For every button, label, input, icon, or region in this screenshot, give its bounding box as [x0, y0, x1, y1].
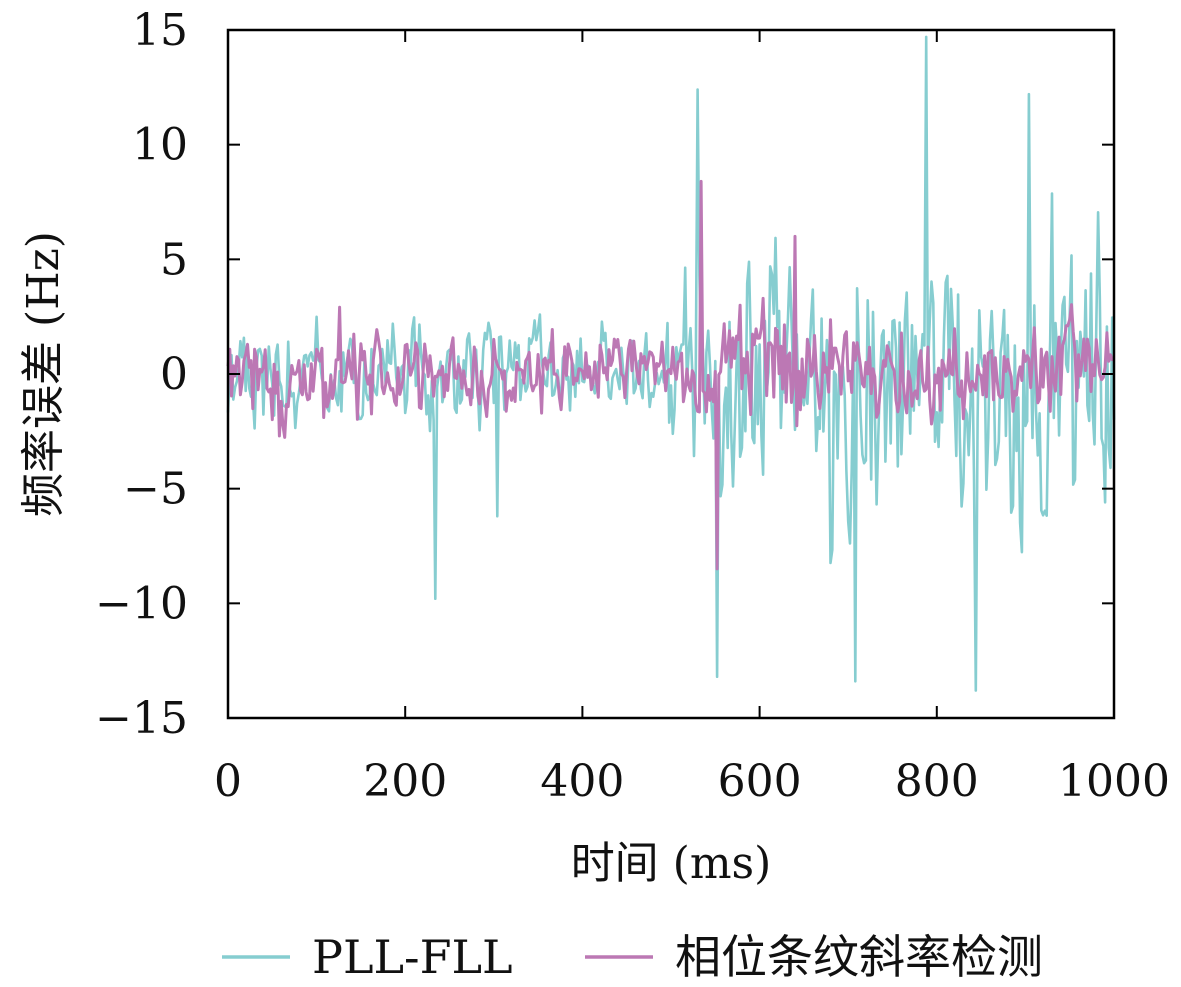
x-tick-label: 200 — [363, 756, 447, 807]
series-layer — [226, 35, 1116, 692]
legend-label: PLL-FLL — [312, 930, 513, 984]
x-tick-label: 600 — [718, 756, 802, 807]
x-tick-label: 0 — [214, 756, 242, 807]
series-line-pll-fll — [226, 35, 1116, 692]
y-axis-label: 频率误差 (Hz) — [18, 231, 69, 517]
x-axis-label: 时间 (ms) — [571, 838, 772, 889]
ticks-layer: 0 200 400 600 800 1000 −15 −10 −5 0 5 10 15 — [95, 5, 1170, 807]
y-tick-label: 10 — [132, 120, 188, 171]
y-tick-label: 5 — [160, 234, 188, 285]
y-tick-label: 15 — [132, 5, 188, 56]
x-tick-label: 800 — [895, 756, 979, 807]
y-tick-label: −5 — [123, 464, 188, 515]
y-tick-label: −10 — [95, 578, 188, 629]
legend: PLL-FLL 相位条纹斜率检测 — [222, 930, 1043, 984]
legend-label: 相位条纹斜率检测 — [675, 930, 1043, 984]
x-tick-label: 1000 — [1058, 756, 1170, 807]
y-tick-label: 0 — [160, 349, 188, 400]
series-line-phase-slope — [226, 179, 1115, 571]
x-tick-label: 400 — [540, 756, 624, 807]
y-tick-label: −15 — [95, 693, 188, 744]
